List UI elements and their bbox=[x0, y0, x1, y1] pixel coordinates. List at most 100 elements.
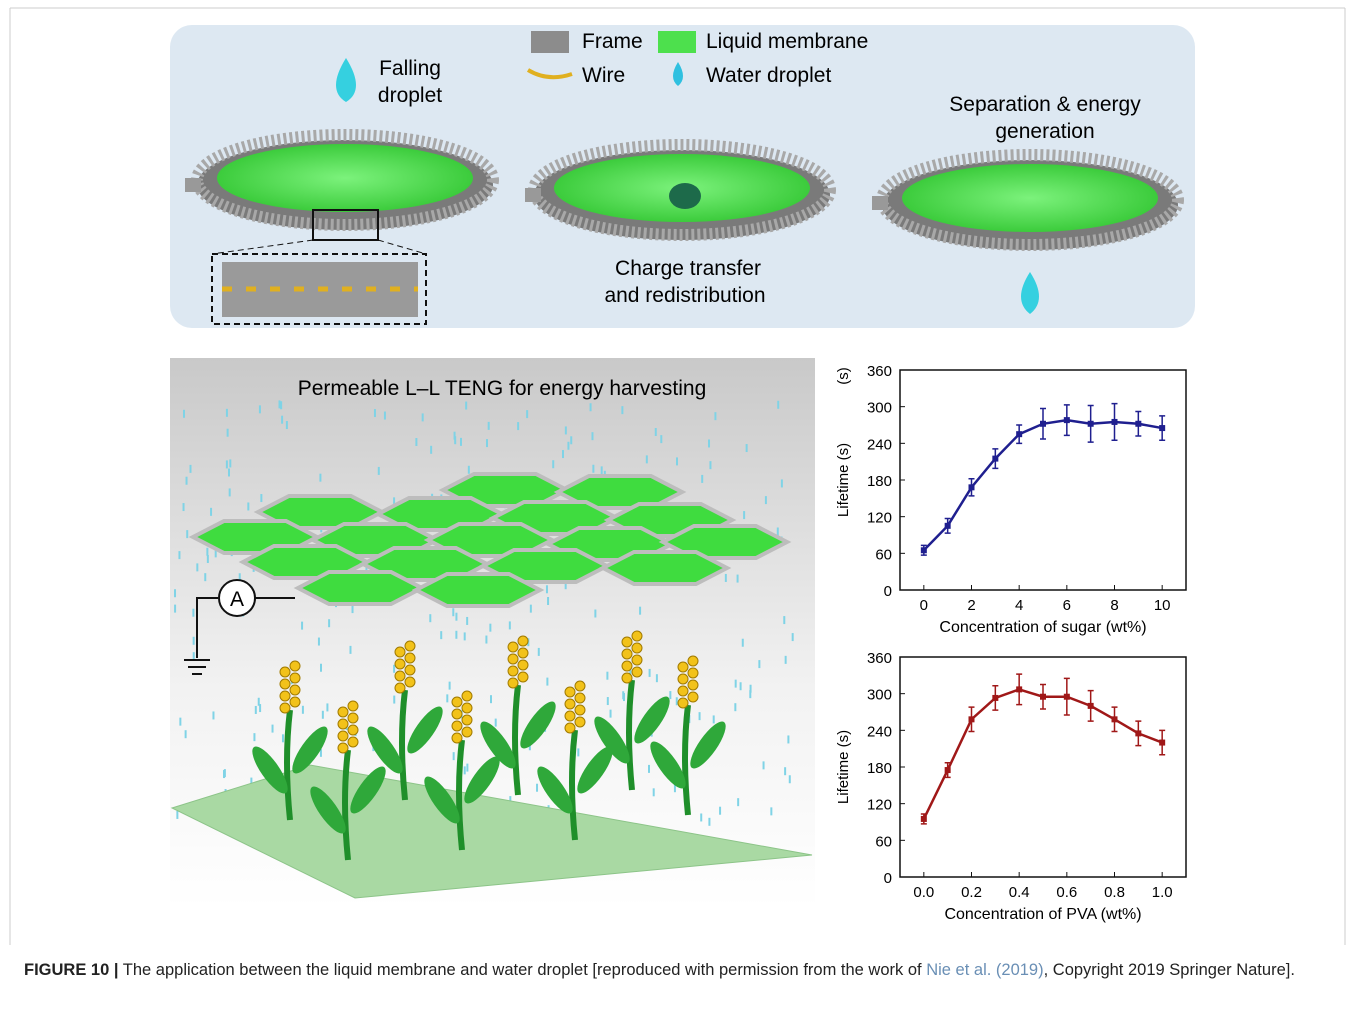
data-point bbox=[1135, 730, 1141, 736]
citation-link[interactable]: Nie et al. (2019) bbox=[926, 961, 1043, 979]
caption-text: , Copyright 2019 Springer Nature]. bbox=[1044, 961, 1295, 979]
flower bbox=[348, 713, 358, 723]
flower bbox=[338, 743, 348, 753]
y-axis-label-fragment: (s) bbox=[835, 367, 852, 385]
flower bbox=[678, 698, 688, 708]
y-tick-label: 300 bbox=[867, 687, 892, 704]
flower bbox=[622, 673, 632, 683]
data-point bbox=[1088, 421, 1094, 427]
flower bbox=[508, 666, 518, 676]
membrane-cell bbox=[603, 552, 727, 584]
data-point bbox=[921, 816, 927, 822]
x-tick-label: 0.6 bbox=[1056, 884, 1077, 901]
flower bbox=[508, 678, 518, 688]
flower bbox=[632, 631, 642, 641]
flower bbox=[395, 683, 405, 693]
flower bbox=[452, 721, 462, 731]
stem bbox=[402, 690, 405, 800]
flower bbox=[280, 679, 290, 689]
flower bbox=[632, 643, 642, 653]
flower bbox=[280, 691, 290, 701]
flower bbox=[575, 705, 585, 715]
flower bbox=[622, 649, 632, 659]
y-tick-label: 300 bbox=[867, 400, 892, 417]
label: generation bbox=[995, 120, 1094, 143]
y-axis-label: Lifetime (s) bbox=[835, 730, 852, 804]
frame-icon bbox=[531, 31, 569, 53]
y-tick-label: 120 bbox=[867, 510, 892, 527]
flower bbox=[338, 731, 348, 741]
flower bbox=[405, 677, 415, 687]
flower bbox=[518, 660, 528, 670]
flower bbox=[678, 686, 688, 696]
x-tick-label: 6 bbox=[1063, 597, 1071, 614]
x-tick-label: 1.0 bbox=[1152, 884, 1173, 901]
flower bbox=[678, 674, 688, 684]
ammeter-label: A bbox=[230, 588, 244, 611]
flower bbox=[452, 733, 462, 743]
y-tick-label: 0 bbox=[884, 870, 892, 887]
label: Charge transfer bbox=[615, 257, 761, 280]
data-point bbox=[1016, 431, 1022, 437]
y-tick-label: 0 bbox=[884, 583, 892, 600]
x-tick-label: 0.0 bbox=[913, 884, 934, 901]
data-point bbox=[1064, 417, 1070, 423]
caption-text: The application between the liquid membr… bbox=[118, 961, 926, 979]
flower bbox=[632, 667, 642, 677]
flower bbox=[348, 701, 358, 711]
panel-title: Permeable L–L TENG for energy harvesting bbox=[298, 377, 707, 400]
flower bbox=[462, 703, 472, 713]
flower bbox=[452, 697, 462, 707]
x-axis-label: Concentration of PVA (wt%) bbox=[944, 906, 1141, 923]
flower bbox=[280, 703, 290, 713]
flower bbox=[290, 685, 300, 695]
flower bbox=[405, 641, 415, 651]
data-point bbox=[1040, 694, 1046, 700]
flower bbox=[405, 653, 415, 663]
data-point bbox=[1040, 421, 1046, 427]
stem bbox=[685, 705, 688, 815]
x-tick-label: 8 bbox=[1110, 597, 1118, 614]
flower bbox=[678, 662, 688, 672]
flower bbox=[688, 680, 698, 690]
legend-label: Wire bbox=[582, 64, 625, 87]
data-point bbox=[1064, 694, 1070, 700]
flower bbox=[575, 693, 585, 703]
data-point bbox=[921, 547, 927, 553]
x-tick-label: 4 bbox=[1015, 597, 1023, 614]
flower bbox=[508, 642, 518, 652]
flower bbox=[462, 727, 472, 737]
legend-label: Frame bbox=[582, 30, 643, 53]
stem bbox=[459, 740, 462, 850]
stem bbox=[287, 710, 290, 820]
stem bbox=[572, 730, 575, 840]
membrane-cell bbox=[298, 572, 422, 604]
legend-label: Water droplet bbox=[706, 64, 831, 87]
flower bbox=[688, 692, 698, 702]
flower bbox=[348, 737, 358, 747]
flower bbox=[518, 648, 528, 658]
flower bbox=[452, 709, 462, 719]
flower bbox=[565, 711, 575, 721]
flower bbox=[395, 647, 405, 657]
x-tick-label: 2 bbox=[967, 597, 975, 614]
flower bbox=[395, 659, 405, 669]
membrane-cell bbox=[416, 574, 540, 606]
flower bbox=[462, 715, 472, 725]
x-tick-label: 0.2 bbox=[961, 884, 982, 901]
caption-label: FIGURE 10 | bbox=[24, 961, 118, 979]
flower bbox=[575, 717, 585, 727]
y-tick-label: 180 bbox=[867, 760, 892, 777]
flower bbox=[348, 725, 358, 735]
plot-frame bbox=[900, 370, 1186, 590]
flower bbox=[290, 697, 300, 707]
data-point bbox=[1112, 419, 1118, 425]
data-point bbox=[1016, 686, 1022, 692]
stem bbox=[345, 750, 348, 860]
data-point bbox=[945, 767, 951, 773]
stem bbox=[515, 685, 518, 795]
y-tick-label: 60 bbox=[875, 546, 892, 563]
flower bbox=[688, 668, 698, 678]
x-tick-label: 0.4 bbox=[1009, 884, 1030, 901]
y-tick-label: 180 bbox=[867, 473, 892, 490]
